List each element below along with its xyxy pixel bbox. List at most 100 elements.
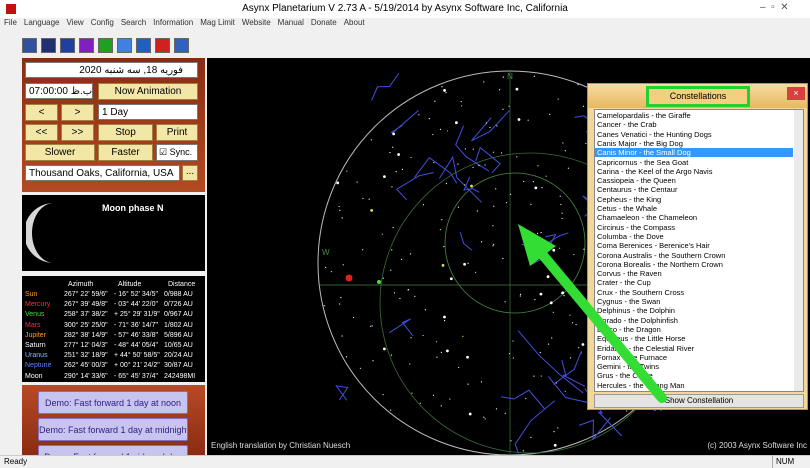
constellation-item[interactable]: Eridanus - the Celestial River — [597, 343, 695, 353]
planet-cell: 300° 25' 25/0" — [64, 321, 108, 329]
star — [449, 398, 451, 400]
planet-cell: - 16° 52' 34/5" — [114, 291, 158, 298]
menu-item[interactable]: About — [343, 18, 365, 27]
toolbar-icon[interactable] — [41, 38, 56, 53]
constellation-line — [438, 155, 483, 203]
toolbar-icon[interactable] — [174, 38, 189, 53]
constellation-item[interactable]: Chamaeleon - the Chameleon — [597, 213, 698, 223]
location-field[interactable]: Thousand Oaks, California, USA — [25, 165, 180, 181]
constellation-item[interactable]: Corvus - the Raven — [597, 269, 662, 279]
faster-button[interactable]: Faster — [98, 144, 153, 161]
menu-item[interactable]: File — [4, 18, 17, 27]
star — [393, 292, 396, 294]
back-button[interactable]: < — [25, 104, 58, 121]
constellation-item[interactable]: Corona Borealis - the Northern Crown — [597, 259, 723, 269]
toolbar-icon[interactable] — [60, 38, 75, 53]
fast-forward-button[interactable]: >> — [61, 124, 94, 141]
constellation-item[interactable]: Delphinus - the Dolphin — [597, 306, 675, 316]
star — [411, 392, 413, 394]
stop-button[interactable]: Stop — [98, 124, 153, 141]
demo-button[interactable]: Demo: Fast forward 1 day at noon — [38, 391, 188, 414]
star — [504, 301, 506, 303]
demo-button[interactable]: Demo: Fast forward 1 sidereal day — [38, 445, 188, 455]
constellation-item[interactable]: Canes Venatici - the Hunting Dogs — [597, 129, 712, 139]
toolbar-icon[interactable] — [155, 38, 170, 53]
constellation-item[interactable]: Hercules - the Strong Man — [597, 380, 685, 390]
moon-crescent — [26, 203, 54, 263]
menu-item[interactable]: Website — [241, 18, 271, 27]
constellation-item[interactable]: Capricornus - the Sea Goat — [597, 157, 689, 167]
star — [523, 238, 525, 240]
constellation-item[interactable]: Cygnus - the Swan — [597, 297, 661, 306]
constellation-item[interactable]: Columba - the Dove — [597, 231, 664, 241]
now-animation-button[interactable]: Now Animation — [98, 83, 198, 100]
constellation-item[interactable]: Cetus - the Whale — [597, 204, 658, 213]
constellation-item[interactable]: Canis Major - the Big Dog — [597, 138, 683, 148]
list-scrollbar[interactable] — [794, 110, 803, 391]
star — [441, 263, 445, 267]
date-field[interactable]: 2020 فوریه 18, سه شنبه — [25, 62, 198, 78]
star — [445, 92, 447, 94]
menu-item[interactable]: Mag Limit — [200, 18, 235, 27]
menu-item[interactable]: View — [66, 18, 84, 27]
star — [496, 125, 498, 127]
star — [492, 225, 494, 227]
constellation-item[interactable]: Cassiopeia - the Queen — [597, 176, 676, 186]
star — [527, 253, 529, 255]
constellation-item[interactable]: Canis Minor - the Small Dog — [595, 148, 793, 158]
constellation-item[interactable]: Dorado - the Dolphinfish — [597, 315, 678, 325]
constellation-item[interactable]: Gemini - the Twins — [597, 362, 659, 372]
window-title: Asynx Planetarium V 2.73 A - 5/19/2014 b… — [242, 3, 568, 14]
toolbar-icon[interactable] — [79, 38, 94, 53]
demo-button[interactable]: Demo: Fast forward 1 day at midnight — [38, 418, 188, 441]
close-button[interactable]: × — [787, 87, 805, 100]
star — [368, 198, 370, 200]
sync-checkbox[interactable]: ☑ Sync. — [156, 144, 198, 161]
star — [563, 295, 565, 297]
constellation-item[interactable]: Equuleus - the Little Horse — [597, 334, 686, 344]
fast-back-button[interactable]: << — [25, 124, 58, 141]
planet-cell: 30/87 AU — [164, 362, 193, 370]
toolbar-icon[interactable] — [117, 38, 132, 53]
constellation-item[interactable]: Corona Australis - the Southern Crown — [597, 250, 726, 260]
forward-button[interactable]: > — [61, 104, 94, 121]
constellation-item[interactable]: Camelopardalis - the Giraffe — [597, 111, 691, 120]
star — [362, 197, 364, 200]
star — [330, 270, 333, 273]
slower-button[interactable]: Slower — [25, 144, 95, 161]
menu-item[interactable]: Language — [23, 18, 60, 27]
window-controls[interactable]: – ▫ ✕ — [760, 2, 789, 13]
planet-table: Azimuth Altitude Distance Sun 267° 22' 59/6"… — [22, 276, 205, 382]
constellation-item[interactable]: Coma Berenices - Berenice's Hair — [597, 241, 710, 251]
show-constellation-button[interactable]: Show Constellation — [594, 394, 804, 408]
menu-item[interactable]: Search — [120, 18, 147, 27]
constellation-item[interactable]: Cepheus - the King — [597, 194, 662, 204]
menu-item[interactable]: Donate — [310, 18, 337, 27]
toolbar-icon[interactable] — [22, 38, 37, 53]
toolbar-icon[interactable] — [136, 38, 151, 53]
constellation-item[interactable]: Carina - the Keel of the Argo Navis — [597, 166, 713, 176]
constellation-line — [413, 157, 458, 184]
planet-cell: 10/65 AU — [164, 342, 193, 349]
constellation-item[interactable]: Fornax - the Furnace — [597, 352, 668, 362]
star — [390, 354, 393, 356]
constellation-item[interactable]: Grus - the Crane — [597, 371, 653, 381]
menu-item[interactable]: Information — [153, 18, 194, 27]
time-field[interactable]: 07:00:00 ب.ظ — [25, 83, 93, 99]
step-field[interactable]: 1 Day — [98, 104, 198, 120]
browse-button[interactable]: ... — [182, 165, 198, 181]
star — [472, 148, 474, 150]
toolbar-icon[interactable] — [98, 38, 113, 53]
star — [472, 166, 474, 168]
menu-item[interactable]: Config — [90, 18, 114, 27]
constellation-item[interactable]: Draco - the Dragon — [597, 324, 661, 334]
planet-cell: - 57° 46' 33/8" — [114, 331, 158, 339]
menu-item[interactable]: Manual — [277, 18, 304, 27]
constellation-item[interactable]: Crux - the Southern Cross — [597, 287, 685, 297]
star — [414, 295, 416, 297]
constellation-item[interactable]: Circinus - the Compass — [597, 222, 675, 232]
constellation-item[interactable]: Cancer - the Crab — [597, 120, 657, 130]
constellation-item[interactable]: Centaurus - the Centaur — [597, 185, 678, 195]
print-button[interactable]: Print — [156, 124, 198, 141]
constellation-item[interactable]: Crater - the Cup — [597, 278, 651, 288]
